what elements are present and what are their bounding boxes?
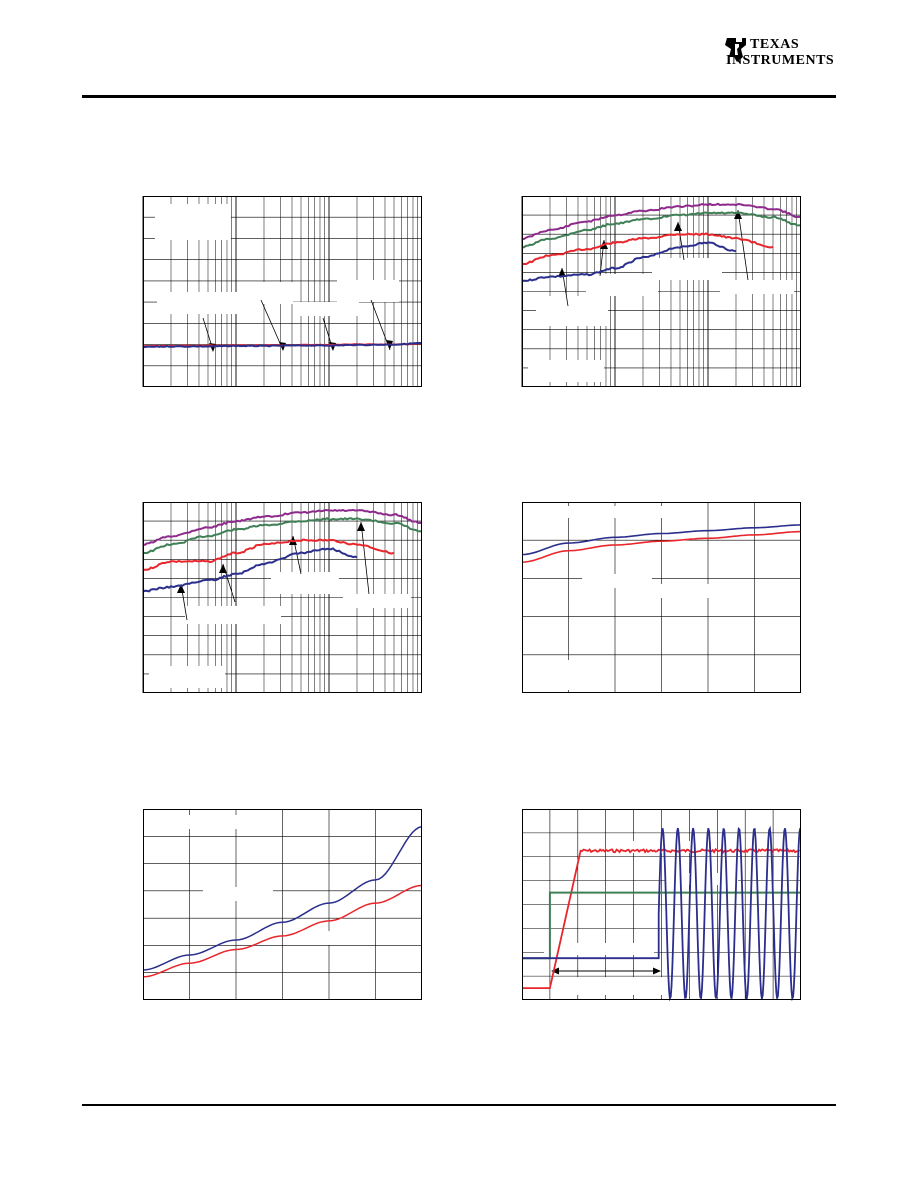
chart-3 [142, 502, 423, 693]
logo-word-texas: Texas [750, 37, 800, 52]
series-line-1 [521, 524, 802, 556]
arrowhead-icon [177, 584, 185, 593]
series-line-2 [521, 530, 802, 563]
chart-3-frame [143, 502, 422, 693]
header-rule [82, 95, 836, 98]
series-line-1 [522, 847, 801, 989]
chart-1-label-box [155, 204, 231, 240]
chart-4-label-box [558, 506, 678, 518]
chart-1-series [142, 341, 423, 349]
chart-6-label-box [544, 943, 654, 955]
chart-3-pointer [360, 521, 370, 595]
chart-6 [522, 809, 802, 1002]
chart-3-label-box [185, 606, 281, 624]
chart-6-arrow-right [653, 967, 661, 975]
chart-5-series [142, 825, 423, 978]
series-line-3 [521, 232, 774, 266]
series-line-2 [142, 517, 423, 555]
series-line-1 [521, 202, 802, 241]
series-line-1 [142, 825, 423, 971]
footer-rule [82, 1104, 836, 1106]
chart-6-label-box [552, 977, 662, 995]
arrowhead-icon [674, 222, 682, 231]
chart-1-label-box [239, 282, 293, 304]
chart-5-label-box [293, 931, 365, 945]
chart-4-series [521, 524, 802, 563]
chart-1-annotations [155, 204, 399, 352]
chart-2-pointer [737, 209, 749, 281]
chart-3-label-box [149, 666, 225, 688]
chart-5-grid [143, 809, 422, 1000]
chart-2-label-box [528, 360, 604, 382]
series-line-4 [142, 547, 358, 593]
chart-2-label-box [720, 280, 794, 294]
chart-1-label-box [337, 280, 399, 302]
chart-4-annotations [528, 506, 732, 690]
chart-4-frame [522, 502, 801, 693]
series-line-3 [522, 825, 802, 1002]
chart-5-label-box [203, 887, 273, 901]
chart-5-frame [143, 809, 422, 1000]
chart-4-label-box [652, 584, 732, 598]
chart-6-frame [522, 809, 801, 1000]
chart-3-label-box [343, 594, 411, 608]
chart-4-label-box [528, 660, 572, 690]
chart-2-label-box [536, 296, 608, 326]
chart-5-annotations [179, 815, 365, 945]
series-line-2 [522, 211, 802, 249]
series-line-2 [142, 341, 423, 349]
chart-1 [142, 196, 423, 387]
series-line-4 [521, 241, 737, 283]
chart-1-label-box [157, 292, 243, 314]
chart-2-series [521, 202, 802, 283]
chart-2-annotations [528, 209, 794, 382]
series-line-2 [142, 884, 423, 978]
chart-4 [521, 502, 802, 693]
chart-5-label-box [179, 815, 243, 829]
chart-1-pointer [260, 299, 284, 351]
chart-3-annotations [149, 521, 411, 688]
chart-2-label-box [586, 274, 658, 296]
chart-3-label-box [271, 572, 339, 594]
ti-logo: Texas Instruments [723, 33, 839, 77]
chart-4-label-box [582, 574, 652, 588]
chart-1-frame [143, 196, 422, 387]
arrowhead-icon [219, 564, 227, 573]
chart-6-arrow-left [551, 967, 559, 975]
chart-2-label-box [652, 258, 722, 280]
chart-6-annotations [544, 841, 738, 995]
arrowhead-icon [734, 210, 742, 219]
arrowhead-icon [558, 268, 566, 277]
series-line-3 [142, 538, 395, 572]
ti-logo-mark-icon [725, 38, 746, 62]
chart-3-series [142, 508, 423, 593]
chart-5 [142, 809, 423, 1000]
chart-1-label-box [293, 302, 359, 316]
series-line-1 [143, 508, 423, 546]
arrowhead-icon [357, 522, 365, 531]
logo-word-instruments: Instruments [726, 53, 835, 68]
chart-2 [521, 196, 802, 387]
chart-2-frame [522, 196, 801, 387]
chart-6-series [522, 825, 802, 1002]
